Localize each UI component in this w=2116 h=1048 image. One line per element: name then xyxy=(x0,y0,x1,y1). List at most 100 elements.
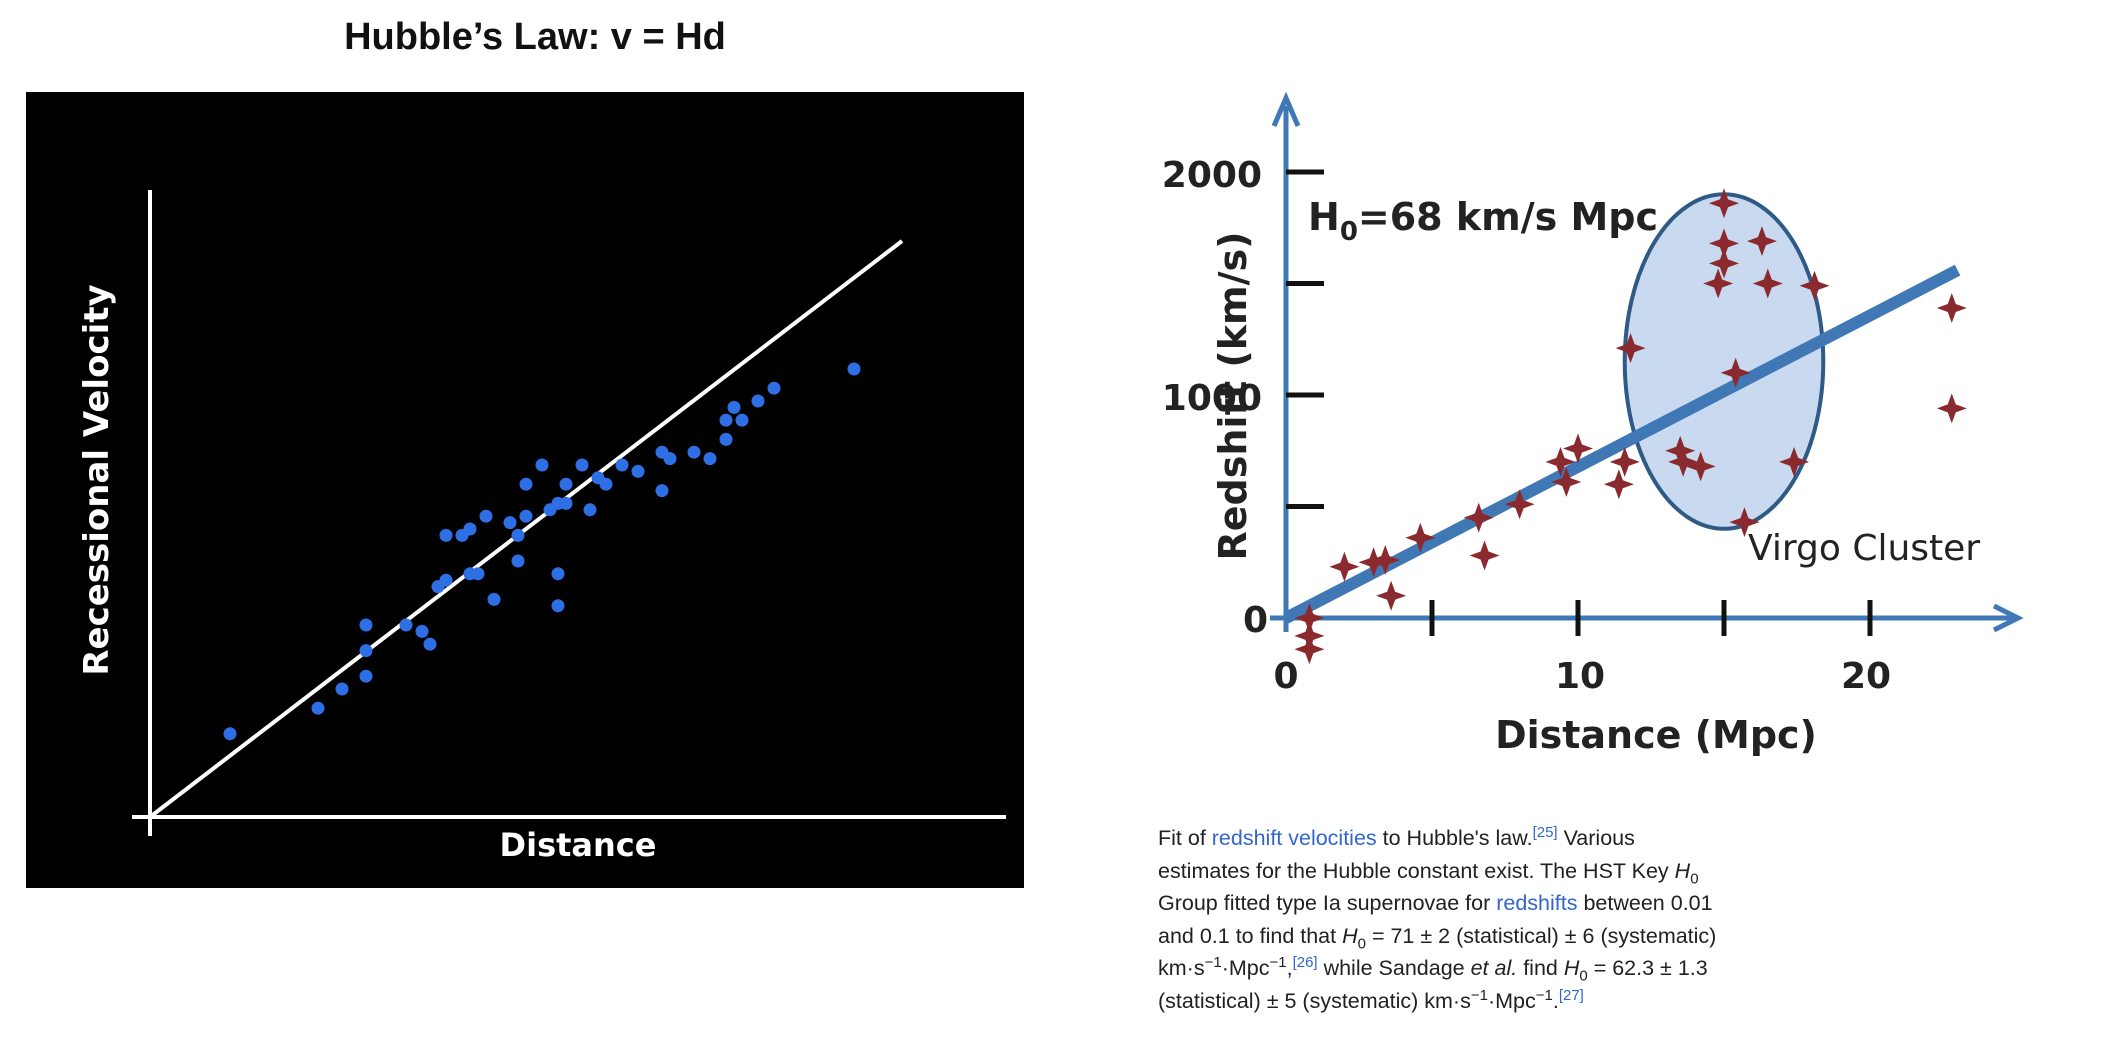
left-data-point-26 xyxy=(551,599,565,613)
right-data-point-5 xyxy=(1370,545,1401,576)
right-data-point-26 xyxy=(1746,226,1777,257)
left-data-point-34 xyxy=(615,458,629,472)
x-tick-label-0: 0 xyxy=(1273,656,1298,697)
left-data-point-38 xyxy=(663,452,677,466)
reference-27-link[interactable]: [27] xyxy=(1558,986,1584,1004)
left-data-point-39 xyxy=(687,445,701,459)
right-data-point-20 xyxy=(1709,188,1739,219)
right-data-point-8 xyxy=(1463,502,1494,533)
figure-caption: Fit of redshift velocities to Hubble's l… xyxy=(1158,823,1717,1013)
right-x-axis-arrow xyxy=(1992,603,2024,633)
reference-25-link[interactable]: [25] xyxy=(1532,823,1558,841)
right-data-point-27 xyxy=(1752,268,1783,299)
left-data-point-5 xyxy=(359,618,373,632)
left-data-point-2 xyxy=(335,682,349,696)
left-data-point-18 xyxy=(503,516,517,530)
right-y-axis-arrow xyxy=(1271,91,1301,127)
left-chart-title: Hubble’s Law: v = Hd xyxy=(344,16,726,58)
right-data-point-19 xyxy=(1685,451,1716,482)
left-data-point-0 xyxy=(223,727,237,741)
right-data-point-12 xyxy=(1551,466,1582,497)
left-data-point-40 xyxy=(703,452,717,466)
left-data-point-13 xyxy=(463,522,477,536)
right-data-point-31 xyxy=(1936,393,1967,424)
left-data-point-42 xyxy=(719,432,733,446)
right-data-point-25 xyxy=(1729,507,1760,538)
left-data-point-1 xyxy=(311,701,325,715)
left-data-point-29 xyxy=(559,477,573,491)
left-data-point-22 xyxy=(519,477,533,491)
reference-26-link[interactable]: [26] xyxy=(1292,953,1318,971)
right-data-point-3 xyxy=(1329,551,1360,582)
h0-annotation: H0=68 km/s Mpc xyxy=(1308,195,1658,247)
right-data-point-14 xyxy=(1603,469,1634,500)
left-data-point-31 xyxy=(583,503,597,517)
left-data-point-47 xyxy=(847,362,861,376)
left-data-point-21 xyxy=(519,509,533,523)
right-data-point-11 xyxy=(1545,446,1576,477)
redshift-velocities-link[interactable]: redshift velocities xyxy=(1211,826,1377,850)
left-data-point-23 xyxy=(535,458,549,472)
left-chart: Distance Recessional Velocity xyxy=(77,190,1006,864)
right-chart: 2000 1000 0 0 10 20 Distance (Mpc) Redsh… xyxy=(1162,91,2024,757)
left-data-point-41 xyxy=(719,413,733,427)
left-data-point-11 xyxy=(439,528,453,542)
right-data-point-30 xyxy=(1936,293,1967,324)
left-data-point-20 xyxy=(511,528,525,542)
left-data-point-7 xyxy=(415,624,429,638)
left-y-label: Recessional Velocity xyxy=(77,284,117,675)
right-data-point-17 xyxy=(1665,435,1696,466)
right-data-point-13 xyxy=(1563,433,1593,464)
right-data-point-18 xyxy=(1668,446,1699,477)
left-fit-line xyxy=(148,239,904,819)
right-x-label: Distance (Mpc) xyxy=(1495,713,1817,757)
left-x-label: Distance xyxy=(500,826,657,864)
right-data-point-23 xyxy=(1703,268,1734,299)
left-data-point-4 xyxy=(359,644,373,658)
right-data-point-10 xyxy=(1504,489,1535,520)
right-data-point-7 xyxy=(1405,522,1436,553)
right-data-point-0 xyxy=(1294,603,1325,633)
left-data-point-43 xyxy=(727,400,741,414)
left-data-point-30 xyxy=(575,458,589,472)
right-axis-ticks xyxy=(1286,169,1873,636)
left-data-point-46 xyxy=(767,381,781,395)
right-data-point-29 xyxy=(1779,446,1810,477)
right-data-points xyxy=(1294,188,1967,665)
left-data-point-8 xyxy=(423,637,437,651)
right-chart-panel: 2000 1000 0 0 10 20 Distance (Mpc) Redsh… xyxy=(1100,80,2100,780)
right-data-point-2 xyxy=(1294,634,1325,665)
right-data-point-16 xyxy=(1615,333,1646,364)
left-data-point-17 xyxy=(487,592,501,606)
y-tick-label-0: 0 xyxy=(1243,600,1268,641)
virgo-cluster-label: Virgo Cluster xyxy=(1748,528,1980,569)
right-data-point-21 xyxy=(1709,228,1739,259)
right-data-point-9 xyxy=(1469,540,1500,571)
left-data-point-33 xyxy=(599,477,613,491)
right-y-label: Redshift (km/s) xyxy=(1211,232,1255,561)
x-tick-label-10: 10 xyxy=(1555,656,1605,697)
right-data-point-6 xyxy=(1376,580,1407,611)
redshifts-link[interactable]: redshifts xyxy=(1496,891,1578,915)
left-data-point-19 xyxy=(511,554,525,568)
right-data-point-22 xyxy=(1709,248,1739,279)
left-data-point-35 xyxy=(631,464,645,478)
left-data-point-6 xyxy=(399,618,413,632)
left-data-point-27 xyxy=(551,567,565,581)
left-data-point-45 xyxy=(751,394,765,408)
left-chart-panel: Distance Recessional Velocity xyxy=(26,92,1024,888)
y-tick-label-1000: 1000 xyxy=(1162,378,1262,419)
left-data-point-37 xyxy=(655,484,669,498)
left-data-point-3 xyxy=(359,669,373,683)
left-data-point-10 xyxy=(439,573,453,587)
y-tick-label-2000: 2000 xyxy=(1162,155,1262,196)
right-data-point-28 xyxy=(1799,270,1830,301)
right-data-point-4 xyxy=(1358,547,1389,578)
left-data-point-16 xyxy=(479,509,493,523)
left-data-point-44 xyxy=(735,413,749,427)
left-data-point-15 xyxy=(471,567,485,581)
left-data-point-28 xyxy=(559,496,573,510)
left-data-points xyxy=(223,362,861,741)
right-data-point-24 xyxy=(1720,357,1751,388)
x-tick-label-20: 20 xyxy=(1841,656,1891,697)
